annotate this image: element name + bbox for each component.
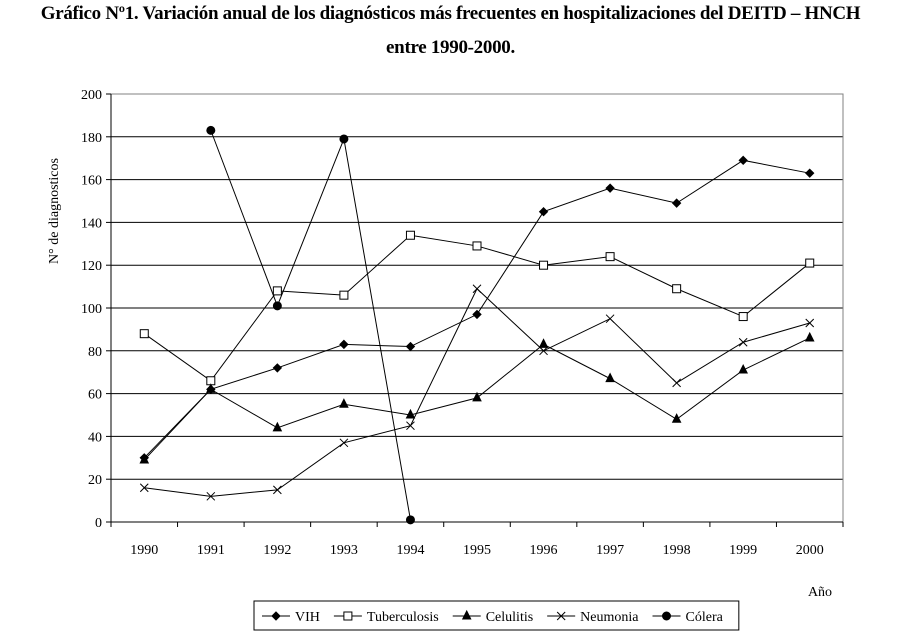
chart-subtitle: entre 1990-2000. — [386, 37, 515, 58]
data-point-tuberculosis — [539, 260, 549, 270]
y-axis-label: N° de diagnosticos — [47, 158, 62, 264]
y-tick-label: 20 — [88, 473, 102, 488]
y-tick-label: 200 — [81, 88, 102, 103]
data-point-celulitis — [738, 363, 748, 374]
data-point-neumonia — [273, 485, 282, 495]
data-point-neumonia — [738, 337, 748, 347]
data-point-tuberculosis — [272, 286, 282, 296]
legend-item-neumonia: Neumonia — [547, 610, 639, 625]
data-point-tuberculosis — [605, 252, 615, 262]
legend-item-vih: VIH — [262, 610, 320, 625]
series-line-vih — [143, 159, 810, 459]
data-point-tuberculosis — [738, 312, 748, 322]
legend-marker — [461, 609, 472, 620]
x-tick-label: 1999 — [729, 543, 757, 558]
data-point-vih — [738, 155, 748, 166]
data-point-tuberculosis — [339, 290, 349, 300]
gridlines — [111, 93, 843, 480]
legend-label: Celulitis — [486, 610, 533, 625]
data-point-colera — [405, 515, 415, 525]
data-point-tuberculosis — [472, 241, 482, 251]
y-tick-label: 100 — [81, 302, 102, 317]
series-markers — [139, 125, 815, 525]
legend-item-celulitis: Celulitis — [452, 609, 533, 625]
legend-marker — [662, 611, 671, 621]
x-tick-label: 1994 — [396, 543, 424, 558]
legend-item-colera: Cólera — [652, 610, 724, 625]
y-tick-label: 180 — [81, 131, 102, 146]
data-point-neumonia — [672, 378, 681, 388]
series-lines — [143, 130, 811, 520]
axes — [106, 93, 844, 527]
data-point-colera — [206, 125, 216, 135]
data-point-tuberculosis — [139, 329, 149, 339]
x-tick-label: 1998 — [663, 543, 691, 558]
y-tick-label: 0 — [95, 516, 102, 531]
x-tick-label: 2000 — [796, 543, 824, 558]
data-point-celulitis — [139, 453, 150, 464]
chart-title: Gráfico Nº1. Variación anual de los diag… — [40, 3, 861, 24]
x-axis-label: Año — [808, 585, 832, 600]
data-point-celulitis — [538, 338, 549, 348]
data-point-celulitis — [339, 398, 349, 408]
legend-label: Tuberculosis — [367, 610, 439, 625]
data-point-celulitis — [671, 413, 682, 423]
y-tick-label: 120 — [81, 259, 102, 274]
legend-marker — [343, 611, 353, 621]
y-tick-labels: 0 20 40 60 80 100 120 140 160 180 200 — [81, 88, 102, 531]
data-point-tuberculosis — [805, 258, 815, 268]
y-tick-label: 40 — [88, 430, 102, 445]
data-point-vih — [272, 363, 283, 373]
data-point-neumonia — [406, 421, 415, 431]
legend: VIH Tuberculosis Celulitis Neumonia Cólera — [253, 600, 740, 631]
data-point-neumonia — [339, 438, 349, 448]
data-point-colera — [339, 134, 349, 144]
data-point-colera — [272, 301, 282, 311]
y-tick-label: 160 — [81, 174, 102, 189]
data-point-vih — [472, 309, 482, 320]
data-point-celulitis — [472, 391, 482, 402]
data-point-vih — [671, 198, 682, 208]
x-tick-label: 1993 — [330, 543, 358, 558]
data-point-celulitis — [272, 421, 283, 432]
x-tick-label: 1990 — [130, 543, 158, 558]
data-point-celulitis — [405, 408, 416, 419]
data-point-neumonia — [605, 314, 615, 324]
x-tick-label: 1992 — [263, 543, 291, 558]
x-tick-label: 1997 — [596, 543, 624, 558]
data-point-celulitis — [605, 372, 615, 383]
x-tick-labels: 1990 1991 1992 1993 1994 1995 1996 1997 1998 1999… — [130, 543, 823, 558]
data-point-celulitis — [206, 383, 216, 393]
data-point-neumonia — [139, 483, 149, 493]
data-point-tuberculosis — [672, 284, 682, 294]
legend-label: Cólera — [686, 610, 724, 625]
x-tick-label: 1995 — [463, 543, 491, 558]
legend-item-tuberculosis: Tuberculosis — [333, 610, 439, 625]
y-tick-label: 140 — [81, 216, 102, 231]
legend-label: VIH — [295, 610, 320, 625]
data-point-celulitis — [804, 331, 815, 342]
data-point-neumonia — [206, 491, 216, 501]
data-point-neumonia — [805, 318, 815, 328]
x-tick-label: 1996 — [530, 543, 558, 558]
x-tick-label: 1991 — [197, 543, 225, 558]
data-point-vih — [605, 183, 615, 193]
data-point-vih — [805, 168, 815, 178]
legend-marker — [271, 611, 281, 621]
legend-label: Neumonia — [580, 610, 639, 625]
data-point-tuberculosis — [405, 230, 415, 240]
series-line-colera — [210, 130, 411, 520]
data-point-vih — [339, 339, 349, 350]
data-point-neumonia — [472, 284, 482, 294]
data-point-neumonia — [539, 346, 548, 356]
y-tick-label: 80 — [88, 345, 102, 360]
y-tick-label: 60 — [88, 388, 102, 403]
data-point-vih — [538, 206, 549, 217]
data-point-vih — [405, 341, 416, 352]
legend-marker — [556, 611, 566, 621]
